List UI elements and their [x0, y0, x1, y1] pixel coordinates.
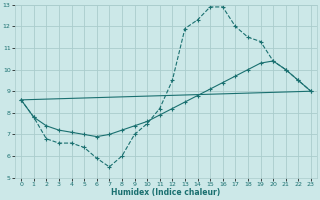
X-axis label: Humidex (Indice chaleur): Humidex (Indice chaleur)	[111, 188, 221, 197]
